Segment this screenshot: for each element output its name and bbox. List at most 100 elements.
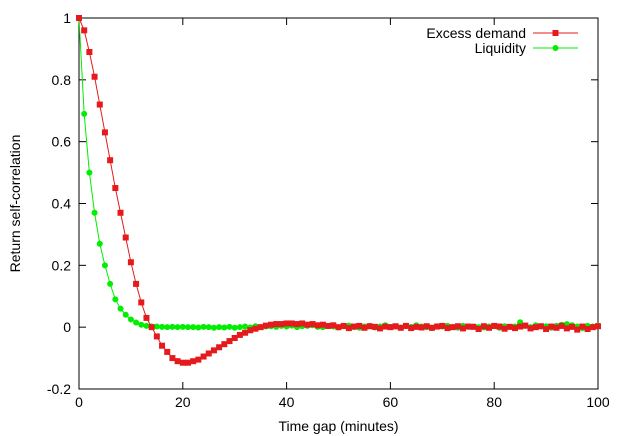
- data-point: [304, 321, 311, 328]
- data-point: [236, 324, 243, 331]
- data-point: [257, 324, 264, 331]
- data-point: [444, 325, 451, 332]
- data-point: [527, 325, 534, 332]
- data-point: [179, 359, 186, 366]
- data-point: [159, 323, 166, 330]
- data-point: [190, 324, 197, 331]
- data-point: [112, 185, 119, 192]
- data-point: [517, 323, 524, 330]
- data-point: [475, 326, 482, 333]
- legend-label: Excess demand: [426, 25, 526, 41]
- data-point: [179, 323, 186, 330]
- data-point: [522, 322, 529, 329]
- x-tick-label: 20: [175, 394, 191, 410]
- data-point: [397, 324, 404, 331]
- data-point: [96, 101, 103, 108]
- data-point: [319, 321, 326, 328]
- data-point: [169, 355, 176, 362]
- series-0: [76, 15, 601, 366]
- data-point: [117, 209, 124, 216]
- data-point: [537, 323, 544, 330]
- data-point: [283, 320, 290, 327]
- data-point: [506, 323, 513, 330]
- data-point: [174, 324, 181, 331]
- data-point: [184, 324, 191, 331]
- data-point: [153, 323, 160, 330]
- data-point: [174, 358, 181, 365]
- data-point: [325, 322, 332, 329]
- data-point: [423, 323, 430, 330]
- data-point: [143, 322, 150, 329]
- y-tick-label: -0.2: [47, 381, 71, 397]
- data-point: [195, 324, 202, 331]
- data-point: [117, 305, 124, 312]
- data-point: [122, 311, 129, 318]
- data-point: [278, 321, 285, 328]
- data-point: [101, 262, 108, 269]
- data-point: [273, 321, 280, 328]
- data-point: [480, 323, 487, 330]
- data-point: [413, 323, 420, 330]
- data-point: [449, 324, 456, 331]
- data-point: [532, 324, 539, 331]
- y-tick-label: 0.2: [52, 257, 72, 273]
- data-point: [242, 329, 249, 336]
- data-point: [470, 323, 477, 330]
- data-point: [101, 129, 108, 136]
- data-point: [387, 324, 394, 331]
- data-point: [356, 322, 363, 329]
- data-point: [127, 259, 134, 266]
- plot-frame: [78, 17, 599, 390]
- y-tick-label: 1: [63, 10, 71, 26]
- legend-label: Liquidity: [475, 40, 526, 56]
- data-point: [454, 323, 461, 330]
- data-point: [107, 157, 114, 164]
- data-point: [138, 321, 145, 328]
- data-point: [216, 344, 223, 351]
- data-point: [164, 348, 171, 355]
- data-point: [563, 325, 570, 332]
- legend-marker: [552, 30, 559, 36]
- data-point: [86, 169, 93, 176]
- data-point: [340, 322, 347, 329]
- series-line: [78, 17, 599, 364]
- data-point: [569, 323, 576, 330]
- data-point: [345, 325, 352, 332]
- data-point: [107, 280, 114, 287]
- data-point: [127, 316, 134, 323]
- data-point: [236, 331, 243, 338]
- data-point: [392, 323, 399, 330]
- data-point: [169, 323, 176, 330]
- x-tick-label: 100: [586, 394, 610, 410]
- x-tick-label: 60: [383, 394, 399, 410]
- data-point: [231, 324, 238, 331]
- data-point: [402, 322, 409, 329]
- legend-marker: [552, 45, 559, 51]
- data-point: [351, 323, 358, 330]
- data-point: [148, 324, 155, 331]
- data-point: [491, 322, 498, 329]
- data-point: [133, 319, 140, 326]
- data-point: [122, 234, 129, 241]
- data-point: [439, 322, 446, 329]
- data-point: [231, 334, 238, 341]
- data-point: [330, 322, 337, 329]
- data-point: [216, 324, 223, 331]
- x-axis-label: Time gap (minutes): [278, 418, 398, 434]
- data-point: [221, 341, 228, 348]
- data-point: [195, 356, 202, 363]
- x-tick-label: 40: [279, 394, 295, 410]
- x-tick-label: 80: [486, 394, 502, 410]
- data-point: [377, 325, 384, 332]
- data-point: [205, 350, 212, 357]
- data-point: [91, 209, 98, 216]
- data-point: [81, 27, 88, 34]
- y-tick-label: 0.8: [52, 72, 72, 88]
- data-point: [299, 320, 306, 327]
- data-point: [418, 324, 425, 331]
- data-point: [242, 323, 249, 330]
- data-point: [112, 296, 119, 303]
- data-point: [314, 322, 321, 329]
- data-point: [408, 325, 415, 332]
